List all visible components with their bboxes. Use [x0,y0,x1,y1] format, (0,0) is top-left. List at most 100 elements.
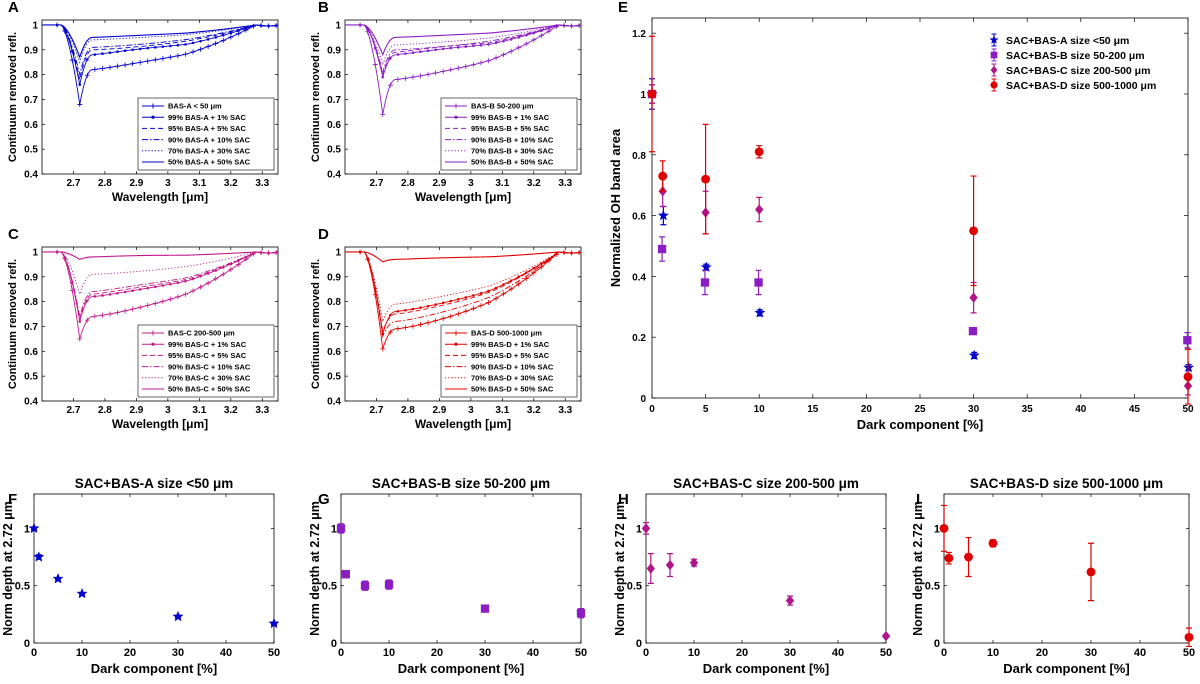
x-tick-label: 2.8 [401,178,415,189]
series-marker [478,60,484,66]
series-marker [404,52,407,55]
x-tick-label: 2.9 [432,405,446,416]
x-tick-label: 40 [1075,404,1087,415]
series-marker [516,281,522,287]
data-point [689,557,699,568]
y-tick-label: 0.9 [24,272,38,283]
x-tick-label: 30 [968,404,980,415]
x-tick-label: 10 [76,647,88,659]
x-axis-label: Dark component [%] [1003,661,1129,676]
data-point [881,630,891,642]
series-marker [425,71,431,77]
data-point [341,570,350,579]
x-axis-label: Wavelength [μm] [112,417,208,431]
panel-letter: B [318,0,329,16]
series-group [42,22,278,107]
series-marker [130,61,136,67]
series-marker [228,267,234,273]
series-marker [411,307,415,311]
series-line [345,251,581,324]
y-tick-label: 1 [331,523,337,535]
y-tick-label: 0.7 [327,95,341,106]
series-marker [153,46,157,49]
y-tick-label: 0.8 [24,70,38,81]
data-point [657,244,667,254]
series-marker [161,45,165,48]
data-point [988,538,998,548]
x-tick-label: 2.9 [432,178,446,189]
series-marker [152,57,158,63]
data-point [1183,372,1193,382]
panel-c: C 0.4 0.5 0.6 0.7 0.8 0.9 1 2.7 2.8 2.9 3 3.1 3.2 3.3 W… [7,226,279,431]
y-tick-label: 0.6 [24,120,38,131]
series-marker [221,33,225,37]
series-marker [380,111,386,117]
series-marker [78,83,82,86]
panel-letter: G [318,491,330,508]
series-marker [78,320,82,323]
x-tick-label: 30 [1085,647,1097,659]
series-marker [493,295,499,301]
series-marker [84,72,90,78]
legend-marker [990,65,998,75]
axes-box [344,246,582,402]
y-tick-label: 0.9 [327,272,341,283]
x-tick-label: 50 [1183,647,1195,659]
data-point [700,278,710,287]
legend-box [137,97,275,171]
data-point [360,581,370,590]
legend-marker [990,81,998,89]
panel-letter: D [318,226,329,243]
series-marker [93,53,97,56]
data-point [755,204,764,215]
series-marker [153,285,157,289]
series-line [345,24,581,79]
data-point [665,559,675,571]
series-line [345,24,581,67]
series-marker [509,38,513,41]
data-point [657,209,669,221]
legend: SAC+BAS-A size <50 μm SAC+BAS-B size 50-2… [989,33,1156,92]
legend-label: 90% BAS-B + 10% SAC [471,135,554,144]
series-marker [387,82,393,88]
legend-label: 99% BAS-D + 1% SAC [471,340,550,349]
legend-label: 90% BAS-D + 10% SAC [471,362,554,371]
y-tick-label: 0.5 [15,581,30,593]
data-point [754,278,763,287]
panel-title: SAC+BAS-C size 200-500 μm [673,476,859,491]
series-marker [523,41,529,47]
y-axis-label: Continuum removed refl. [310,32,322,162]
series-marker [479,43,483,47]
series-marker [448,313,454,319]
legend-label: BAS-C 200-500 μm [168,329,235,338]
y-tick-label: 0 [934,638,940,650]
x-tick-label: 0 [31,647,37,659]
y-tick-label: 0.5 [24,372,38,383]
axes-box [943,493,1190,644]
series-marker [478,303,484,309]
series-marker [213,41,219,47]
x-tick-label: 2.7 [67,178,81,189]
series-marker [440,316,446,322]
panel-title: SAC+BAS-D size 500-1000 μm [970,476,1163,491]
data-point [76,587,88,599]
y-tick-label: 0.9 [24,45,38,56]
data-point [658,171,668,181]
x-tick-label: 3.1 [192,178,206,189]
series-marker [426,49,430,53]
x-axis-label: Wavelength [μm] [415,190,511,204]
series-marker [463,63,469,69]
legend-label: BAS-A < 50 μm [168,102,222,111]
y-tick-label: 0.7 [24,95,38,106]
series-marker [449,46,453,50]
series-line [42,24,278,59]
x-tick-label: 10 [754,404,766,415]
y-tick-label: 1 [640,90,646,101]
legend-label: 99% BAS-C + 1% SAC [168,340,247,349]
data-point [480,604,490,613]
series-marker [538,33,544,39]
series-marker [433,318,439,324]
legend: BAS-A < 50 μm 99% BAS-A + 1% SAC 95% BAS-A… [137,97,275,171]
series-marker [419,306,422,309]
series-marker [395,326,401,332]
